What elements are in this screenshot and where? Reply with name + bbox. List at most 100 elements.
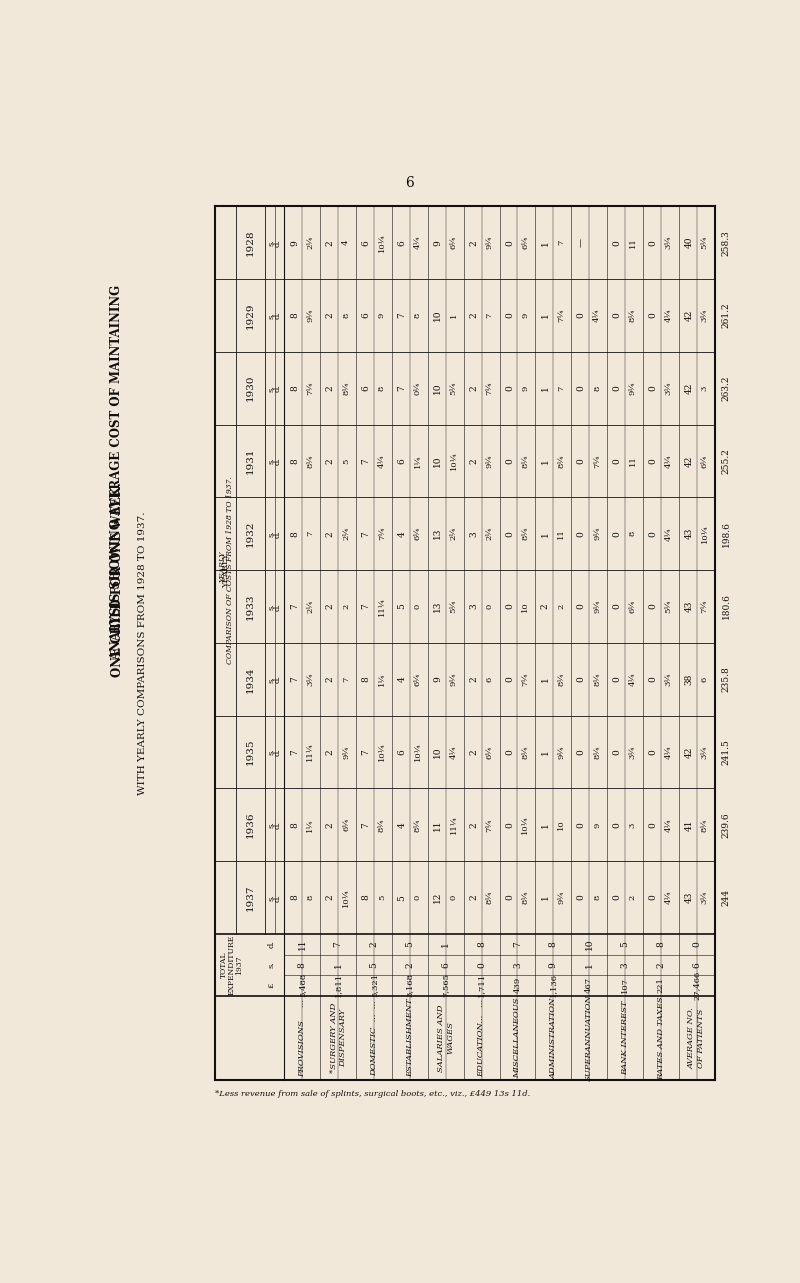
Text: 8¼: 8¼ xyxy=(593,672,601,686)
Text: 3¼: 3¼ xyxy=(665,672,673,686)
Text: d.: d. xyxy=(274,457,282,464)
Text: 0: 0 xyxy=(505,458,514,464)
Text: 6¼: 6¼ xyxy=(414,672,422,686)
Text: 8: 8 xyxy=(290,385,299,391)
Text: 9: 9 xyxy=(434,240,442,245)
Text: RATES AND TAXES: RATES AND TAXES xyxy=(657,996,665,1080)
Text: 10: 10 xyxy=(434,455,442,467)
Text: 1: 1 xyxy=(442,942,450,947)
Text: 10: 10 xyxy=(557,820,565,830)
Text: 241.5: 241.5 xyxy=(722,739,730,765)
Text: 4: 4 xyxy=(398,822,406,828)
Text: 9: 9 xyxy=(522,386,530,391)
Text: 9¼: 9¼ xyxy=(486,236,494,249)
Text: AVERAGE NO.
OF PATIENTS: AVERAGE NO. OF PATIENTS xyxy=(688,1007,706,1069)
Text: 0: 0 xyxy=(505,749,514,754)
Text: 3¼: 3¼ xyxy=(306,672,314,686)
Text: d.: d. xyxy=(268,940,276,948)
Text: 1937: 1937 xyxy=(246,884,255,911)
Text: 1936: 1936 xyxy=(246,812,255,838)
Text: 8: 8 xyxy=(342,313,350,318)
Text: 8: 8 xyxy=(414,313,422,318)
Text: 8: 8 xyxy=(290,313,299,318)
Text: 0: 0 xyxy=(505,313,514,318)
Text: 2: 2 xyxy=(656,962,666,967)
Text: 0: 0 xyxy=(414,604,422,609)
Text: 8: 8 xyxy=(362,894,370,901)
Text: 7: 7 xyxy=(342,676,350,683)
Text: 2: 2 xyxy=(470,313,478,318)
Text: 0: 0 xyxy=(649,749,658,754)
Text: 8¼: 8¼ xyxy=(629,309,637,322)
Text: 8¼: 8¼ xyxy=(522,745,530,758)
Text: 1¼: 1¼ xyxy=(378,672,386,686)
Text: 0: 0 xyxy=(692,942,701,947)
Text: d.: d. xyxy=(274,821,282,829)
Text: s.: s. xyxy=(268,961,276,969)
Text: 0: 0 xyxy=(486,604,494,609)
Text: 8¼: 8¼ xyxy=(593,745,601,758)
Text: *Less revenue from sale of splints, surgical boots, etc., viz., £449 13s 11d.: *Less revenue from sale of splints, surg… xyxy=(214,1091,530,1098)
Text: 7: 7 xyxy=(513,942,522,947)
Text: 8¼: 8¼ xyxy=(557,672,565,686)
Text: 7¼: 7¼ xyxy=(522,672,530,686)
Text: EXPENDITURE: EXPENDITURE xyxy=(228,934,236,994)
Text: 10¼: 10¼ xyxy=(378,743,386,761)
Text: 8: 8 xyxy=(290,458,299,464)
Text: 7: 7 xyxy=(362,531,370,536)
Text: 1,136: 1,136 xyxy=(550,974,558,997)
Text: 0: 0 xyxy=(613,313,622,318)
Text: 1929: 1929 xyxy=(246,303,255,328)
Text: 7: 7 xyxy=(486,313,494,318)
Text: 1: 1 xyxy=(585,962,594,967)
Text: 0: 0 xyxy=(577,604,586,609)
Text: 10: 10 xyxy=(522,602,530,612)
Text: 0: 0 xyxy=(477,962,486,967)
Text: 9¼: 9¼ xyxy=(450,672,458,686)
Text: 7: 7 xyxy=(290,604,299,609)
Text: 2: 2 xyxy=(326,240,335,245)
Text: 2: 2 xyxy=(326,676,335,683)
Text: 2¼: 2¼ xyxy=(306,236,314,249)
Text: s.: s. xyxy=(268,239,276,246)
Text: 9: 9 xyxy=(378,313,386,318)
Text: 42: 42 xyxy=(684,747,694,758)
Text: 4¼: 4¼ xyxy=(450,745,458,758)
Text: 0: 0 xyxy=(505,385,514,391)
Text: 2¼: 2¼ xyxy=(486,527,494,540)
Text: 6¼: 6¼ xyxy=(342,819,350,831)
Text: 2: 2 xyxy=(326,604,335,609)
Text: 8¼: 8¼ xyxy=(378,819,386,831)
Text: 10: 10 xyxy=(434,382,442,394)
Text: 2: 2 xyxy=(342,604,350,609)
Text: 42: 42 xyxy=(684,455,694,467)
Text: 244: 244 xyxy=(722,889,730,906)
Text: 8: 8 xyxy=(306,896,314,901)
Text: 0: 0 xyxy=(649,313,658,318)
Text: 12: 12 xyxy=(434,892,442,903)
Text: 11¼: 11¼ xyxy=(378,597,386,616)
Text: 258.3: 258.3 xyxy=(722,230,730,255)
Text: 9¼: 9¼ xyxy=(557,890,565,905)
Text: BANK INTEREST: BANK INTEREST xyxy=(621,1001,629,1075)
Text: 7¼: 7¼ xyxy=(486,381,494,395)
Text: 2: 2 xyxy=(326,749,335,754)
Text: 10¼: 10¼ xyxy=(522,816,530,834)
Text: 7¼: 7¼ xyxy=(593,454,601,468)
Text: 2¼: 2¼ xyxy=(342,527,350,540)
Text: 8¼: 8¼ xyxy=(522,890,530,905)
Text: 7: 7 xyxy=(362,822,370,828)
Text: 4: 4 xyxy=(398,676,406,683)
Text: d.: d. xyxy=(274,748,282,756)
Text: 107: 107 xyxy=(621,978,629,993)
Text: d.: d. xyxy=(274,312,282,319)
Text: 4¼: 4¼ xyxy=(378,454,386,468)
Text: £: £ xyxy=(268,983,276,988)
Text: 7¼: 7¼ xyxy=(378,527,386,540)
Text: 0: 0 xyxy=(613,676,622,683)
Text: ANALYSIS SHOWING AVERAGE COST OF MAINTAINING: ANALYSIS SHOWING AVERAGE COST OF MAINTAI… xyxy=(110,285,123,659)
Text: 1¼: 1¼ xyxy=(306,819,314,831)
Text: 11: 11 xyxy=(557,529,565,539)
Text: 8¼: 8¼ xyxy=(486,890,494,905)
Text: 8: 8 xyxy=(477,942,486,947)
